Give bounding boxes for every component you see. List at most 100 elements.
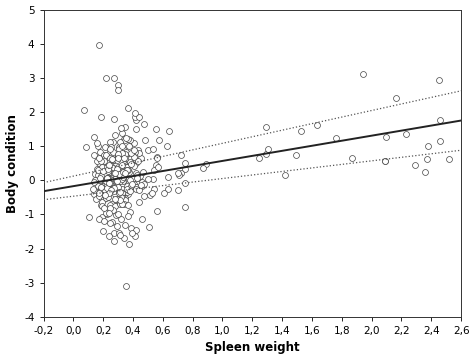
Point <box>95 42 103 48</box>
Point <box>109 184 117 189</box>
Point <box>132 184 139 189</box>
Point <box>120 235 127 241</box>
Point <box>402 131 409 137</box>
Point <box>111 179 119 184</box>
Point <box>110 188 117 194</box>
Point <box>144 176 152 182</box>
Point <box>128 181 136 187</box>
Point <box>99 168 107 174</box>
Point <box>105 210 113 216</box>
Point <box>144 147 152 153</box>
Point <box>98 214 105 220</box>
Point <box>113 223 121 229</box>
Point <box>106 205 114 211</box>
Point <box>107 152 114 157</box>
Point <box>98 172 106 177</box>
Point <box>95 191 103 197</box>
Point <box>114 185 122 190</box>
Point <box>133 175 141 180</box>
Point <box>90 187 97 193</box>
Point <box>93 140 101 146</box>
Point <box>314 122 321 128</box>
Point <box>110 185 118 191</box>
Point <box>119 190 126 196</box>
Point <box>112 177 119 183</box>
Point <box>132 233 139 239</box>
Point <box>108 219 115 225</box>
Point <box>127 138 134 143</box>
Point <box>135 187 142 193</box>
Point <box>137 182 145 188</box>
Point <box>163 143 171 149</box>
Point <box>382 134 390 140</box>
Point <box>116 139 124 145</box>
Point <box>120 174 127 180</box>
Point <box>112 212 120 217</box>
Point <box>150 176 157 181</box>
Point <box>95 193 103 198</box>
Point <box>100 177 107 183</box>
Point <box>102 152 110 158</box>
Point <box>80 107 87 113</box>
Point <box>109 139 117 144</box>
Point <box>421 169 428 175</box>
Point <box>113 196 121 202</box>
Point <box>97 114 104 120</box>
Point <box>148 190 156 196</box>
Point <box>97 172 105 177</box>
Point <box>381 158 389 163</box>
Point <box>265 147 272 152</box>
Point <box>114 184 121 189</box>
Point <box>411 163 418 168</box>
Point <box>153 155 161 161</box>
Point <box>94 167 101 172</box>
Point <box>97 174 104 179</box>
Point <box>140 181 148 187</box>
Point <box>104 194 112 200</box>
Point <box>128 231 135 237</box>
Point <box>121 168 129 174</box>
Point <box>113 178 121 184</box>
Point <box>124 188 132 193</box>
Point <box>127 150 135 156</box>
Point <box>103 194 110 200</box>
Point <box>121 197 129 203</box>
Point <box>137 155 145 161</box>
Point <box>103 185 111 191</box>
Point <box>435 77 443 82</box>
Point <box>126 209 134 215</box>
Point <box>106 149 114 154</box>
Point <box>136 174 144 179</box>
Point <box>105 233 113 239</box>
Point <box>134 158 142 164</box>
Point <box>116 149 124 155</box>
Point <box>130 154 138 160</box>
Point <box>100 218 107 224</box>
Point <box>106 139 114 145</box>
Point <box>130 181 138 187</box>
Point <box>110 157 118 162</box>
Point <box>104 188 111 194</box>
Point <box>122 283 129 289</box>
Point <box>127 188 134 194</box>
Point <box>99 177 106 183</box>
Point <box>112 132 119 138</box>
Point <box>117 125 125 131</box>
Point <box>95 160 103 166</box>
Point <box>117 151 125 157</box>
Point <box>121 168 129 174</box>
Point <box>109 153 116 158</box>
Point <box>102 180 109 185</box>
Point <box>115 189 123 195</box>
Point <box>96 177 104 183</box>
Point <box>104 175 111 181</box>
Point <box>118 150 126 156</box>
Point <box>120 201 127 207</box>
Point <box>149 146 157 152</box>
Point <box>110 184 118 190</box>
Point <box>96 175 104 180</box>
Point <box>119 176 126 182</box>
Point <box>115 144 123 150</box>
Point <box>116 178 124 184</box>
Point <box>101 196 108 202</box>
